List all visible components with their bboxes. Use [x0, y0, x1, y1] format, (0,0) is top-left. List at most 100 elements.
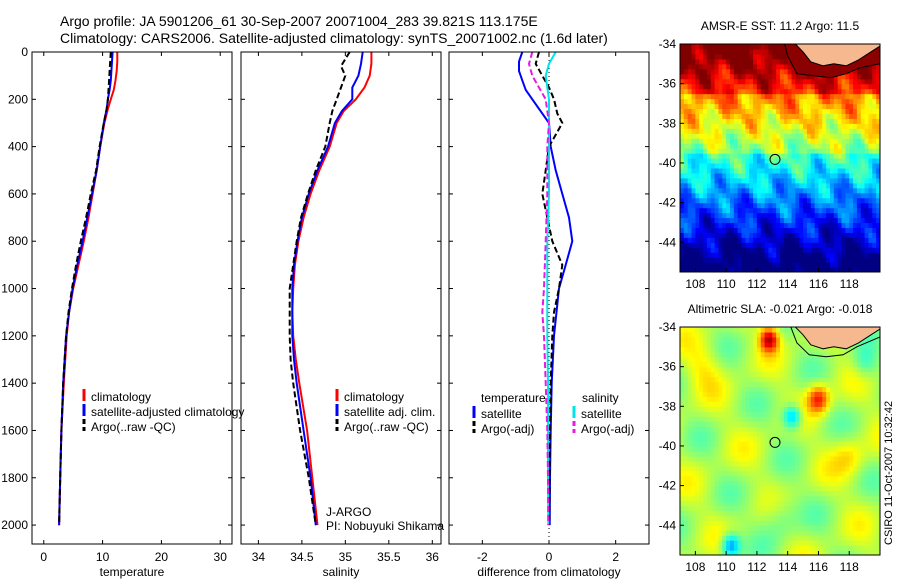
sla_map-cell: [692, 377, 696, 383]
sla_map-cell: [688, 416, 692, 422]
sst_map-cell: [818, 217, 822, 223]
sst_map-cell: [861, 133, 865, 139]
sla_map-cell: [872, 441, 876, 447]
sst_map-cell: [768, 118, 772, 124]
sst_map-cell: [845, 193, 849, 199]
sst_map-cell: [842, 183, 846, 189]
sla_map-cell: [753, 500, 757, 506]
sla_map-cell: [788, 466, 792, 472]
sst_map-cell: [772, 113, 776, 119]
sla_map-cell: [715, 382, 719, 388]
sst_map-cell: [784, 217, 788, 223]
sla_map-cell: [868, 406, 872, 412]
sla_map-cell: [857, 505, 861, 511]
sla_map-cell: [757, 332, 761, 338]
sst_map-cell: [811, 237, 815, 243]
sla_map-cell: [692, 461, 696, 467]
sla_map-cell: [738, 496, 742, 502]
sst_map-cell: [711, 247, 715, 253]
sst_map-cell: [849, 74, 853, 80]
sla_map-cell: [738, 486, 742, 492]
sst_map-cell: [799, 123, 803, 129]
sst_map-cell: [761, 183, 765, 189]
sst_map-cell: [792, 173, 796, 179]
depth-tick-label: 200: [8, 92, 28, 106]
sst_map-cell: [680, 74, 684, 80]
sla_map-cell: [768, 411, 772, 417]
sla_map-cell: [857, 436, 861, 442]
sla_map-cell: [784, 496, 788, 502]
sla_map-cell: [692, 347, 696, 353]
sst_map-cell: [792, 103, 796, 109]
sla_map-cell: [749, 332, 753, 338]
sla_map-cell: [826, 525, 830, 531]
sla_map-cell: [684, 481, 688, 487]
sst_map-cell: [695, 203, 699, 209]
sst_map-cell: [692, 128, 696, 134]
sst_map-cell: [765, 213, 769, 219]
sst_map-cell: [776, 208, 780, 214]
sla_map-cell: [688, 525, 692, 531]
sla_map-cell: [680, 451, 684, 457]
sst_map-cell: [692, 64, 696, 70]
sst_map-cell: [742, 133, 746, 139]
sst_map-cell: [730, 128, 734, 134]
sst_map-cell: [815, 247, 819, 253]
sla_map-cell: [799, 396, 803, 402]
sst_map-cell: [842, 153, 846, 159]
sst_map-cell: [772, 227, 776, 233]
sst_map-cell: [726, 128, 730, 134]
sla_map-cell: [868, 391, 872, 397]
sla_map-cell: [780, 500, 784, 506]
sla_map-cell: [838, 491, 842, 497]
sst_map-cell: [795, 133, 799, 139]
sst_map-cell: [765, 59, 769, 65]
sla_map-cell: [776, 372, 780, 378]
sla_map-cell: [680, 416, 684, 422]
sst_map-cell: [780, 257, 784, 263]
sst_map-cell: [826, 108, 830, 114]
sst_map-cell: [715, 79, 719, 85]
sst_map-cell: [857, 232, 861, 238]
sla_map-cell: [872, 540, 876, 546]
sst_map-cell: [715, 74, 719, 80]
sla_map-cell: [861, 436, 865, 442]
sst_map-cell: [861, 138, 865, 144]
sst_map-cell: [680, 153, 684, 159]
sla_map-cell: [872, 386, 876, 392]
sla_map-cell: [845, 441, 849, 447]
sla_map-cell: [803, 377, 807, 383]
sla_map-cell: [818, 406, 822, 412]
sla_map-cell: [765, 367, 769, 373]
sst_map-cell: [784, 123, 788, 129]
sst_map-cell: [815, 103, 819, 109]
sst_map-cell: [734, 213, 738, 219]
sla_map-cell: [803, 471, 807, 477]
sst_map-cell: [822, 103, 826, 109]
sst_map-cell: [684, 133, 688, 139]
sla_map-cell: [718, 332, 722, 338]
sst_map-cell: [680, 173, 684, 179]
sst_map-cell: [757, 188, 761, 194]
sla_map-cell: [838, 391, 842, 397]
sst_map-cell: [784, 94, 788, 100]
sla_map-cell: [707, 332, 711, 338]
sst_map-cell: [807, 257, 811, 263]
sla_map-cell: [742, 500, 746, 506]
sla_map-cell: [818, 382, 822, 388]
sla_map-cell: [830, 386, 834, 392]
sla_map-cell: [761, 466, 765, 472]
sla_map-cell: [853, 362, 857, 368]
sst_map-cell: [822, 148, 826, 154]
sla_map-cell: [842, 486, 846, 492]
sst_map-cell: [711, 252, 715, 258]
sla_map-cell: [780, 520, 784, 526]
sla_map-cell: [788, 411, 792, 417]
sla_map-cell: [845, 545, 849, 551]
sst_map-cell: [815, 123, 819, 129]
sla_map-cell: [868, 476, 872, 482]
sla_map-cell: [734, 391, 738, 397]
sla_map-cell: [822, 436, 826, 442]
sla_map-cell: [853, 476, 857, 482]
sla_map-cell: [780, 357, 784, 363]
